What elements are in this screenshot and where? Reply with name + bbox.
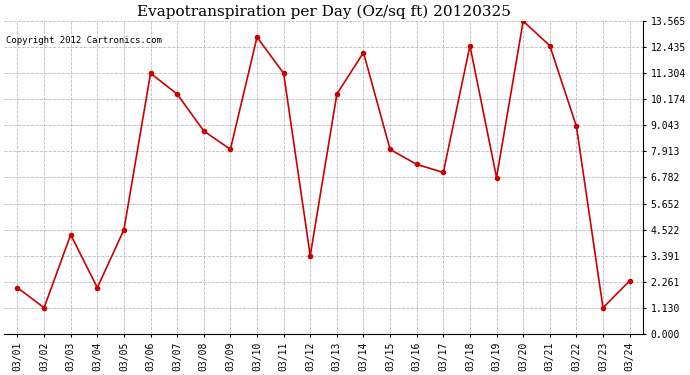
- Title: Evapotranspiration per Day (Oz/sq ft) 20120325: Evapotranspiration per Day (Oz/sq ft) 20…: [137, 4, 511, 18]
- Text: Copyright 2012 Cartronics.com: Copyright 2012 Cartronics.com: [6, 36, 161, 45]
